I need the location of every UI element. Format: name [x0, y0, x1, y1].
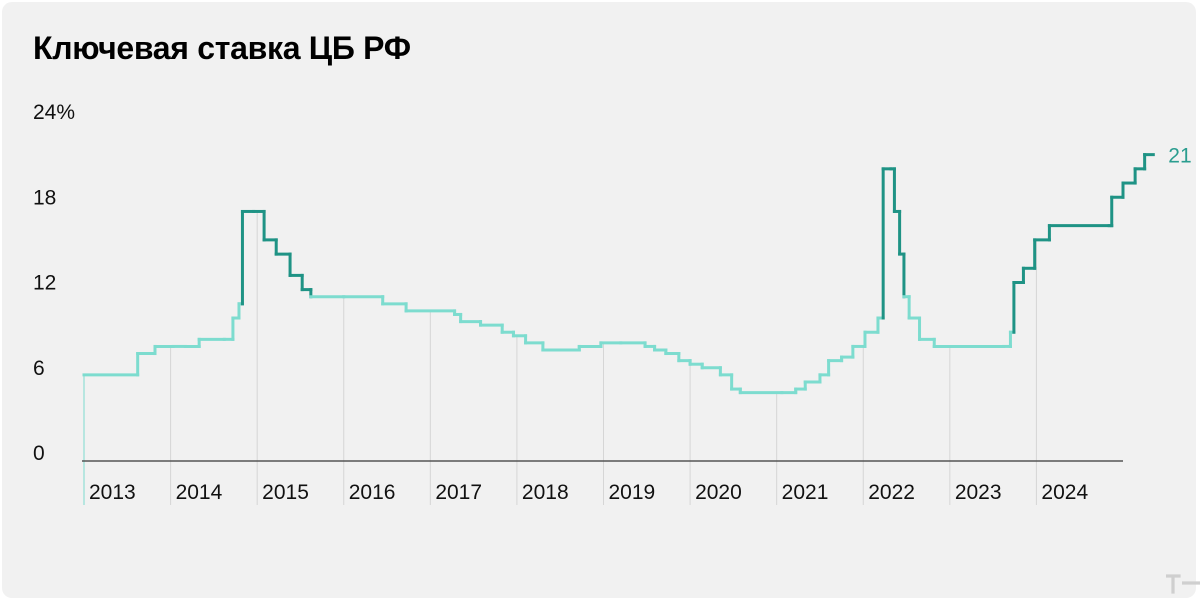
y-tick-labels: 24% 18 12 6 0 — [33, 101, 75, 465]
vertical-gridlines — [83, 211, 1037, 505]
x-tick-label-2024: 2024 — [1041, 481, 1088, 504]
x-tick-label-2013: 2013 — [89, 481, 136, 504]
x-tick-label-2016: 2016 — [349, 481, 396, 504]
x-tick-label-2019: 2019 — [609, 481, 656, 504]
x-tick-labels: 2013 2014 2015 2016 2017 2018 2019 2020 2021 2022… — [89, 481, 1088, 504]
annotations: 21 — [1168, 145, 1191, 168]
rate-series — [82, 153, 1155, 395]
chart-title: Ключевая ставка ЦБ РФ — [33, 30, 411, 66]
tj-logo-icon — [1166, 574, 1200, 594]
x-tick-label-2023: 2023 — [955, 481, 1002, 504]
x-tick-label-2022: 2022 — [868, 481, 915, 504]
y-tick-label: 6 — [33, 357, 45, 380]
x-tick-label-2021: 2021 — [782, 481, 829, 504]
x-tick-label-2020: 2020 — [695, 481, 742, 504]
y-tick-label: 12 — [33, 272, 56, 295]
x-tick-label-2018: 2018 — [522, 481, 569, 504]
x-tick-label-2015: 2015 — [262, 481, 309, 504]
y-tick-label: 0 — [33, 442, 45, 465]
y-tick-label: 24% — [33, 101, 75, 124]
x-tick-label-2017: 2017 — [435, 481, 482, 504]
y-tick-label: 18 — [33, 186, 56, 209]
last-value-label: 21 — [1168, 145, 1191, 168]
x-tick-label-2014: 2014 — [176, 481, 223, 504]
